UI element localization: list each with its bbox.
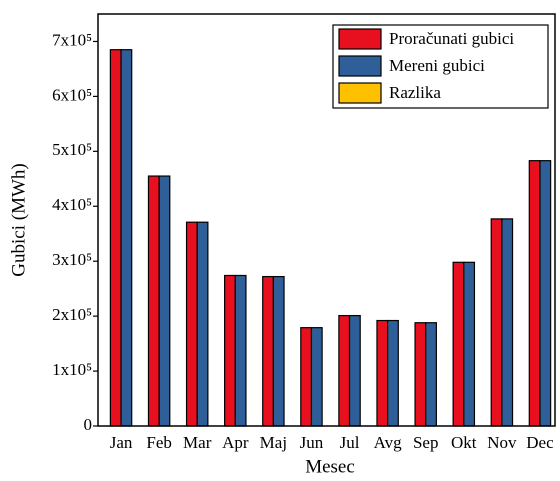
y-tick-label: 4x10⁵ — [52, 195, 92, 214]
x-tick-label: Okt — [451, 433, 477, 452]
x-tick-label: Maj — [260, 433, 287, 452]
bar — [120, 49, 133, 427]
legend-label: Mereni gubici — [389, 56, 485, 75]
x-tick-label: Jun — [300, 433, 324, 452]
bar — [348, 314, 361, 427]
y-tick-label: 6x10⁵ — [52, 85, 92, 104]
legend-label: Proračunati gubici — [389, 29, 514, 48]
y-tick-label: 5x10⁵ — [52, 140, 92, 159]
x-tick-label: Jul — [340, 433, 360, 452]
legend-label: Razlika — [389, 83, 441, 102]
x-tick-label: Nov — [487, 433, 517, 452]
bar — [425, 322, 437, 427]
y-tick-label: 1x10⁵ — [52, 360, 92, 379]
legend-swatch — [338, 55, 382, 77]
plot-frame — [97, 13, 556, 427]
bar — [338, 314, 351, 427]
bar — [452, 261, 465, 427]
bar — [528, 160, 541, 427]
x-tick-label: Mar — [183, 433, 212, 452]
x-tick-label: Sep — [413, 433, 439, 452]
bar — [109, 49, 122, 427]
bar — [224, 274, 236, 427]
bar — [376, 319, 389, 427]
bar — [539, 160, 552, 427]
bar — [501, 218, 514, 427]
y-tick-label: 2x10⁵ — [52, 305, 92, 324]
y-tick-label: 0 — [84, 415, 93, 434]
legend-swatch — [338, 28, 382, 50]
bar — [147, 175, 160, 427]
bar — [387, 319, 399, 427]
x-tick-label: Jan — [110, 433, 133, 452]
x-tick-label: Feb — [146, 433, 172, 452]
bar — [272, 275, 285, 427]
bar — [490, 218, 503, 427]
x-tick-label: Dec — [526, 433, 554, 452]
bar — [414, 322, 427, 427]
bar — [300, 327, 313, 427]
bar — [262, 275, 274, 427]
legend-swatch — [338, 82, 382, 104]
bar — [185, 221, 198, 427]
y-tick-label: 7x10⁵ — [52, 30, 92, 49]
bar — [196, 221, 209, 427]
x-tick-label: Apr — [222, 433, 249, 452]
y-axis-label: Gubici (MWh) — [8, 163, 29, 276]
y-tick-label: 3x10⁵ — [52, 250, 92, 269]
x-axis-label: Mesec — [305, 456, 355, 477]
bar — [234, 274, 247, 427]
x-tick-label: Avg — [374, 433, 403, 452]
bar — [463, 261, 476, 427]
bar — [158, 175, 171, 427]
bar — [310, 327, 323, 427]
